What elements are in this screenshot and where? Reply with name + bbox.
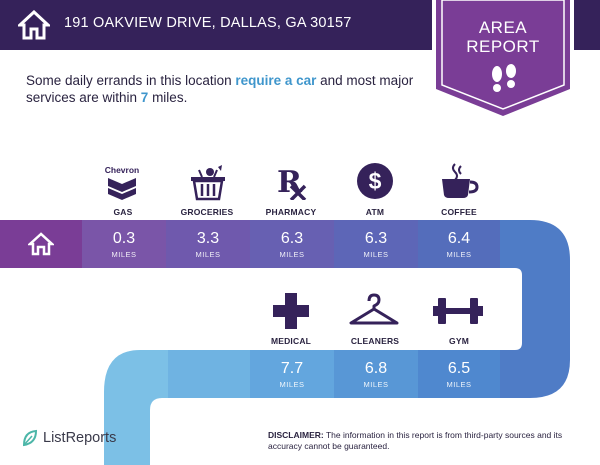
segment-gas: 0.3 MILES [82,220,166,268]
label-medical: MEDICAL [270,336,312,346]
chevron-gas-icon: Chevron [104,164,140,200]
unit-gym: MILES [446,379,472,389]
segment-atm: 6.3 MILES [334,220,418,268]
intro-part-1: Some daily errands in this location [26,73,236,88]
value-gas: 0.3 [112,229,136,247]
unit-gas: MILES [111,249,137,259]
home-marker-icon [28,232,54,256]
label-coffee: COFFEE [441,207,477,217]
intro-highlight-car: require a car [235,73,317,88]
unit-groceries: MILES [195,249,221,259]
segment-pharmacy: 6.3 MILES [250,220,334,268]
value-pharmacy: 6.3 [280,229,304,247]
value-medical: 7.7 [280,359,304,377]
hanger-icon [348,293,400,329]
intro-text: Some daily errands in this location requ… [26,72,426,106]
top-distance-bar: 0.3 MILES 3.3 MILES 6.3 MILES 6.3 MILES … [0,220,570,268]
bottom-filler-segment [168,350,250,398]
segment-gym: 6.5 MILES [418,350,500,398]
unit-atm: MILES [363,249,389,259]
rx-icon: R [275,164,309,202]
chevron-brand-text: Chevron [105,165,139,175]
value-coffee: 6.4 [447,229,471,247]
logo-text: ListReports [43,430,117,446]
home-icon [16,9,52,40]
intro-part-3: miles. [148,90,188,105]
unit-coffee: MILES [446,249,472,259]
unit-cleaners: MILES [363,379,389,389]
segment-cleaners: 6.8 MILES [334,350,418,398]
badge-title-line2: REPORT [466,37,540,56]
intro-part-2: and most major services are within [26,73,414,105]
segment-medical: 7.7 MILES [250,350,334,398]
value-cleaners: 6.8 [364,359,388,377]
medical-cross-icon [273,293,309,329]
value-groceries: 3.3 [196,229,220,247]
grocery-basket-icon [188,163,228,201]
label-gas: GAS [113,207,133,217]
label-atm: ATM [365,207,385,217]
unit-pharmacy: MILES [279,249,305,259]
disclaimer-text: The information in this report is from t… [268,430,563,451]
badge-title: AREA REPORT [432,18,574,56]
value-atm: 6.3 [364,229,388,247]
coffee-cup-icon [439,162,479,200]
dollar-circle-icon: $ [356,162,394,200]
value-gym: 6.5 [447,359,471,377]
badge-title-line1: AREA [478,18,528,37]
label-gym: GYM [449,336,469,346]
intro-highlight-miles: 7 [140,90,149,105]
listreports-leaf-icon [22,429,38,447]
segment-coffee: 6.4 MILES [418,220,500,268]
property-address: 191 OAKVIEW DRIVE, DALLAS, GA 30157 [64,15,352,31]
disclaimer: DISCLAIMER: The information in this repo… [268,430,586,452]
segment-groceries: 3.3 MILES [166,220,250,268]
disclaimer-label: DISCLAIMER: [268,430,324,440]
label-groceries: GROCERIES [180,207,234,217]
dumbbell-icon [433,296,483,326]
svg-text:$: $ [369,168,382,194]
listreports-logo: ListReports [22,428,116,448]
home-segment [0,220,82,268]
label-pharmacy: PHARMACY [265,207,317,217]
label-cleaners: CLEANERS [350,336,400,346]
unit-medical: MILES [279,379,305,389]
footprints-icon [486,64,522,94]
area-report-badge: AREA REPORT [432,0,574,120]
